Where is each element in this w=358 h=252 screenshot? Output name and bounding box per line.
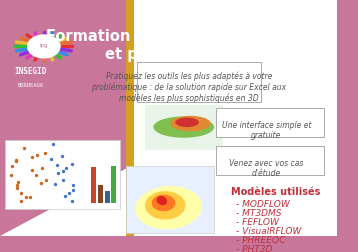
Text: Une interface simple et
gratuite: Une interface simple et gratuite (222, 120, 311, 140)
Point (13, 159, 19, 163)
Ellipse shape (175, 118, 199, 128)
Text: Modèles utilisés: Modèles utilisés (231, 187, 320, 197)
Text: ipg: ipg (40, 42, 48, 47)
Point (59, 154, 65, 159)
Text: Venez avec vos cas
d'étude: Venez avec vos cas d'étude (229, 158, 304, 178)
FancyBboxPatch shape (216, 109, 324, 137)
Bar (111, 166, 116, 203)
Point (9, 165, 15, 169)
Point (43, 151, 48, 155)
Point (69, 162, 75, 166)
Ellipse shape (153, 117, 214, 138)
Point (55, 171, 61, 175)
Polygon shape (128, 0, 337, 236)
Point (34, 153, 40, 157)
Point (34, 174, 39, 178)
FancyBboxPatch shape (126, 167, 214, 233)
Text: - FEFLOW: - FEFLOW (236, 217, 279, 227)
Point (60, 170, 66, 174)
Circle shape (28, 36, 60, 58)
Bar (91, 168, 96, 203)
Point (30, 168, 35, 172)
Polygon shape (0, 161, 142, 236)
Text: - PHREEQC: - PHREEQC (236, 236, 285, 244)
Point (54, 163, 59, 167)
Point (63, 166, 69, 170)
Bar (126, 0, 134, 236)
Point (27, 195, 33, 199)
Point (23, 195, 29, 199)
Point (62, 194, 68, 198)
Point (52, 182, 58, 186)
Ellipse shape (156, 196, 167, 205)
Text: - MT3DMS: - MT3DMS (236, 209, 281, 217)
Point (8, 174, 14, 178)
FancyBboxPatch shape (145, 105, 223, 150)
Bar (98, 185, 103, 203)
Ellipse shape (170, 116, 211, 132)
Point (38, 182, 44, 186)
Point (70, 188, 76, 193)
Point (14, 183, 20, 187)
Point (50, 143, 56, 147)
Text: - MODFLOW: - MODFLOW (236, 200, 290, 209)
Point (49, 157, 54, 161)
Ellipse shape (145, 191, 185, 220)
Text: BORDEAUX: BORDEAUX (17, 83, 43, 87)
Point (71, 183, 76, 187)
Point (69, 199, 74, 203)
Point (61, 178, 66, 182)
Bar (105, 191, 110, 203)
Text: INSEGID: INSEGID (14, 66, 47, 75)
Point (14, 186, 20, 191)
FancyBboxPatch shape (136, 62, 261, 103)
Ellipse shape (152, 195, 175, 211)
Text: Pratiquez les outils les plus adaptés à votre
problématique : de la solution rap: Pratiquez les outils les plus adaptés à … (91, 71, 286, 102)
Point (21, 146, 27, 150)
Point (13, 158, 19, 162)
Point (29, 156, 35, 160)
Ellipse shape (135, 186, 202, 230)
Text: - PHT3D: - PHT3D (236, 244, 272, 252)
Point (18, 199, 24, 203)
FancyBboxPatch shape (216, 146, 324, 175)
Point (15, 180, 21, 184)
Point (39, 166, 45, 170)
Point (19, 192, 24, 196)
Point (66, 191, 72, 195)
Point (43, 178, 49, 182)
Text: Formation Modélisation géochimie
et pollution des sols: Formation Modélisation géochimie et poll… (46, 28, 332, 62)
FancyBboxPatch shape (5, 141, 120, 209)
Text: - VisualRFLOW: - VisualRFLOW (236, 227, 301, 236)
